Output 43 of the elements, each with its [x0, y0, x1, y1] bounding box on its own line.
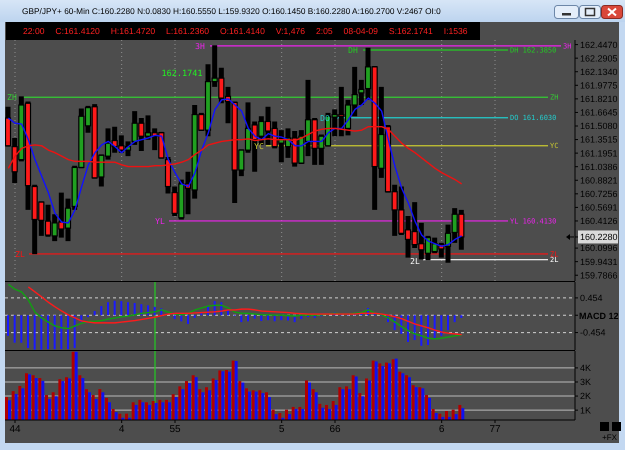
- text: +FX: [602, 433, 618, 442]
- annotation: DH: [348, 46, 358, 55]
- y-tick-label: 161.6645: [580, 108, 618, 118]
- y-tick-label: 159.7866: [580, 270, 618, 280]
- annotation: 3H: [195, 42, 205, 51]
- y-tick-label: 160.7256: [580, 188, 618, 199]
- x-tick-label: 4: [118, 424, 125, 436]
- annotation: DO: [320, 114, 330, 123]
- y-tick-label: -0.454: [580, 328, 606, 338]
- y-tick-label: 4K: [580, 363, 592, 374]
- annotation: ZL: [15, 250, 25, 259]
- x-tick-label: 44: [9, 424, 21, 436]
- x-tick-label: 55: [169, 424, 181, 436]
- x-tick-label: 77: [489, 424, 501, 436]
- x-tick-label: 5: [278, 424, 285, 436]
- x-tick-label: 6: [438, 424, 445, 436]
- y-tick-label: 1K: [580, 405, 592, 416]
- y-tick-label: 161.0386: [580, 162, 618, 172]
- y-tick-label: 160.8821: [580, 175, 618, 186]
- y-tick-label: 161.3515: [580, 134, 618, 145]
- annotation: 162.1741: [162, 68, 202, 79]
- annotation: YL: [155, 216, 165, 226]
- annotation: ZH: [7, 92, 17, 102]
- y-axis-title: MACD 12: [579, 311, 619, 322]
- y-tick-label: 161.9775: [580, 80, 618, 90]
- x-tick-label: 66: [329, 424, 341, 436]
- y-tick-label: 160.4126: [580, 216, 618, 226]
- annotation: 2L: [410, 256, 420, 266]
- y-tick-label: 161.1951: [580, 148, 618, 158]
- y-tick-label: 161.5080: [580, 121, 618, 132]
- y-tick-label: 160.0996: [580, 243, 618, 254]
- chart-subtitle: 22:00 C:161.4120 H:161.4720 L:161.2360 O:161.4140 V:1,476 2:05 08-04-09 S:162.1741 I:1536: [23, 25, 468, 38]
- y-tick-label: 0.454: [580, 293, 603, 304]
- chart-title: GBP/JPY+ 60-Min C:160.2280 N:0.0830 H:160.5550 L:159.9320 O:160.1450 B:160.2280 A:160.2700 V:2467 OI:0: [22, 5, 441, 18]
- y-tick-label: 162.2905: [580, 53, 618, 64]
- y-tick-label: 162.1340: [580, 66, 618, 77]
- y-tick-label: 3K: [580, 377, 592, 388]
- y-tick-label: 159.9431: [580, 256, 618, 267]
- y-tick-label: 161.8210: [580, 94, 618, 104]
- y-tick-label: 160.5691: [580, 202, 618, 213]
- y-tick-label: 2K: [580, 391, 592, 402]
- y-tick-label: 160.2280: [580, 232, 618, 242]
- y-tick-label: 162.4470: [580, 40, 618, 50]
